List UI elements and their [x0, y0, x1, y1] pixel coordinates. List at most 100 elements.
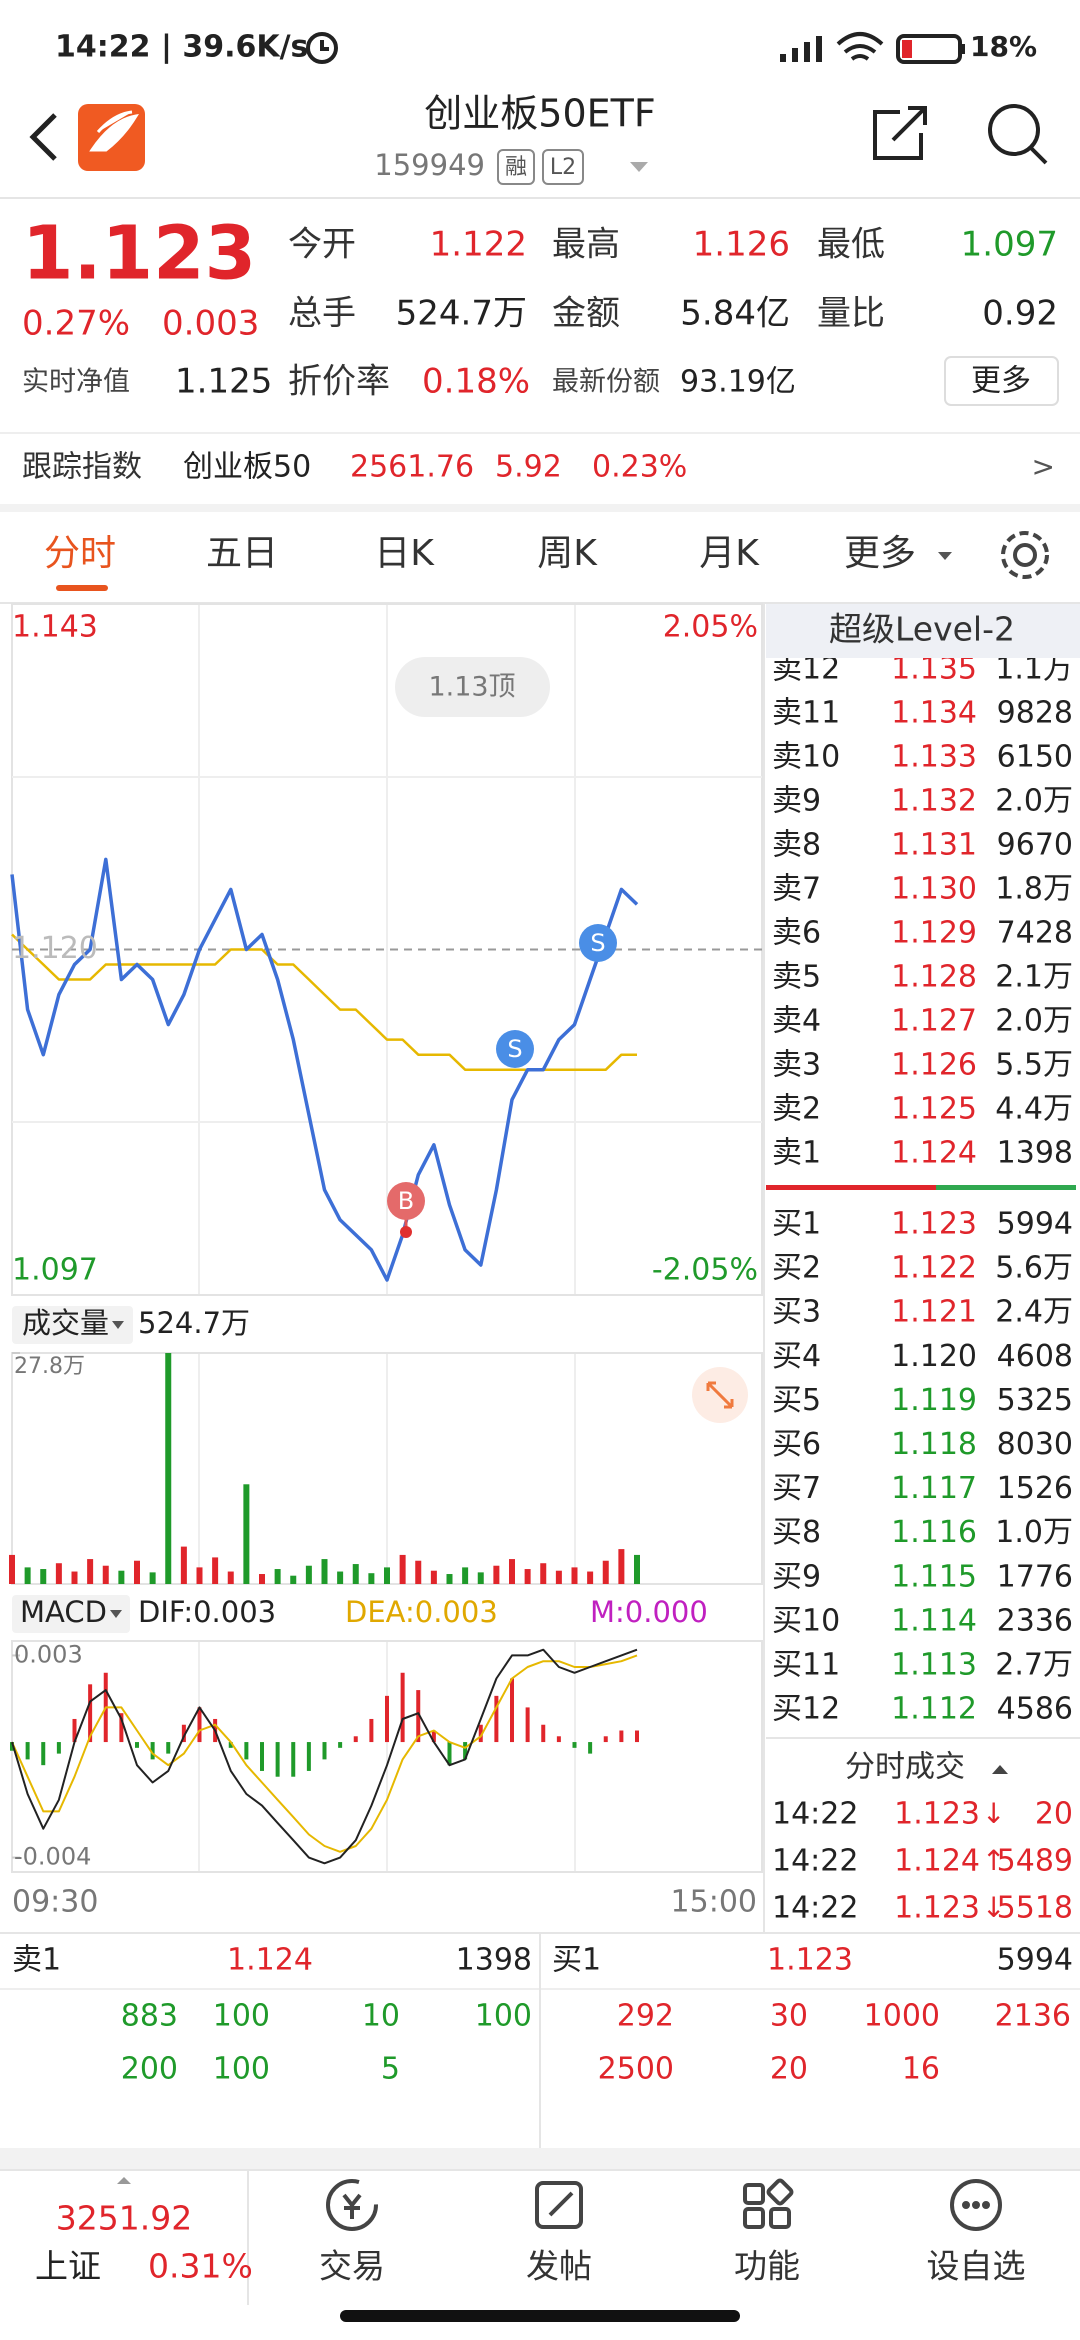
volume-bar: [337, 1571, 344, 1584]
dropdown-arrow[interactable]: [630, 162, 648, 172]
y-tick-label: 0.003: [14, 1640, 83, 1668]
macd-bar: [260, 1742, 264, 1771]
divider: [0, 2148, 1080, 2170]
macd-bar: [619, 1730, 624, 1743]
volume-bar: [212, 1557, 219, 1584]
signal-sell[interactable]: [496, 1030, 534, 1068]
indicator-name: MACD: [20, 1595, 107, 1629]
tab-underline: [56, 585, 108, 591]
queue-order: 2500: [598, 2052, 674, 2087]
trade-volume: 5489: [997, 1844, 1073, 1879]
back-button[interactable]: [29, 113, 57, 161]
bid-volume: 4586: [997, 1692, 1073, 1727]
volume-bar: [477, 1572, 484, 1584]
volume-bar: [602, 1560, 609, 1584]
ask-label: 卖11: [772, 696, 840, 731]
queue-volume: 1398: [456, 1943, 532, 1978]
volume-bar: [352, 1564, 359, 1584]
ask-volume: 1398: [997, 1136, 1073, 1171]
bid-label: 买9: [772, 1559, 821, 1594]
expand-icon: [706, 1381, 734, 1409]
tab[interactable]: 日K: [374, 533, 435, 574]
bid-volume: 8030: [997, 1427, 1073, 1462]
bid-volume: 2.7万: [995, 1648, 1073, 1683]
queue-order: 100: [213, 2052, 270, 2087]
tracking-change: 5.92: [495, 450, 562, 485]
expand-arrow[interactable]: [117, 2177, 131, 2184]
macd-bar: [416, 1690, 421, 1743]
nav-item[interactable]: 交易: [319, 2247, 385, 2286]
volume-bar: [618, 1549, 625, 1584]
bid-price: 1.122: [891, 1251, 977, 1286]
queue-order: 100: [475, 1999, 532, 2034]
home-indicator[interactable]: [340, 2310, 740, 2322]
ask-price: 1.130: [891, 872, 977, 907]
more-button[interactable]: [944, 356, 1059, 406]
tracking-points: 2561.76: [350, 450, 474, 485]
field-label: 总手: [288, 294, 356, 334]
field-label: 今开: [288, 225, 356, 265]
trade-volume: 5518: [997, 1891, 1073, 1926]
nav-item[interactable]: 设自选: [927, 2247, 1026, 2286]
trade-direction: ↑: [982, 1844, 1005, 1877]
macd-bar: [369, 1718, 374, 1743]
macd-chart-frame: [11, 1640, 763, 1873]
macd-bar: [181, 1724, 186, 1743]
ask-label: 卖1: [772, 1136, 821, 1171]
volume-bar: [102, 1565, 109, 1584]
ask-label: 卖9: [772, 784, 821, 819]
indicator-selector[interactable]: [12, 1306, 133, 1344]
bid-volume: 4608: [997, 1339, 1073, 1374]
dropdown-arrow[interactable]: [938, 552, 952, 560]
volume-bar: [305, 1565, 312, 1584]
ask-label: 卖7: [772, 872, 821, 907]
tab[interactable]: 月K: [699, 533, 760, 574]
tracking-arrow: >: [1032, 450, 1055, 483]
price-line: [10, 857, 639, 1282]
tab[interactable]: 周K: [537, 533, 598, 574]
indicator-selector[interactable]: [12, 1595, 130, 1633]
ask-label: 卖3: [772, 1048, 821, 1083]
macd-bar: [275, 1742, 280, 1777]
dropdown-arrow[interactable]: [112, 1321, 124, 1329]
nav-item[interactable]: 发帖: [526, 2247, 592, 2286]
ask-label: 卖6: [772, 916, 821, 951]
field-label: 实时净值: [22, 367, 130, 398]
field-value: 93.19亿: [680, 365, 796, 400]
signal-dot: [400, 1226, 412, 1238]
macd-bar: [244, 1742, 249, 1760]
macd-bar: [72, 1718, 77, 1743]
ask-volume: 9670: [997, 828, 1073, 863]
search-button[interactable]: [988, 104, 1048, 165]
dropdown-arrow[interactable]: [110, 1610, 122, 1618]
macd-bar: [197, 1707, 202, 1743]
badge-label: 1.13顶: [428, 672, 515, 703]
signal-sell[interactable]: [579, 924, 617, 962]
nav-item[interactable]: 功能: [734, 2247, 800, 2286]
ask-price: 1.128: [891, 960, 977, 995]
trades-title: 分时成交: [845, 1750, 965, 1785]
macd-bar: [119, 1713, 124, 1743]
bid-price: 1.123: [891, 1207, 977, 1242]
queue-order: 292: [617, 1999, 674, 2034]
field-value: 1.122: [430, 225, 527, 265]
nav-icons: [326, 2178, 1002, 2231]
tab[interactable]: 更多: [844, 533, 916, 574]
signal-buy[interactable]: [387, 1182, 425, 1220]
y-tick-label: -0.004: [14, 1843, 91, 1871]
queue-order: 16: [902, 2052, 940, 2087]
macd-bar: [572, 1742, 577, 1748]
tab[interactable]: 五日: [206, 533, 278, 574]
divider: [0, 504, 1080, 512]
tab[interactable]: 分时: [44, 533, 116, 574]
volume-bar: [555, 1570, 562, 1584]
macd-bar: [478, 1724, 483, 1743]
bid-volume: 1.0万: [995, 1515, 1073, 1550]
share-button[interactable]: [873, 106, 927, 160]
settings-button[interactable]: [1001, 531, 1049, 579]
badge[interactable]: [395, 657, 550, 717]
dea-label: DEA:0.003: [345, 1595, 498, 1629]
queue-label: 卖1: [12, 1943, 61, 1978]
volume-bar: [134, 1560, 140, 1584]
macd-bar: [41, 1742, 46, 1766]
